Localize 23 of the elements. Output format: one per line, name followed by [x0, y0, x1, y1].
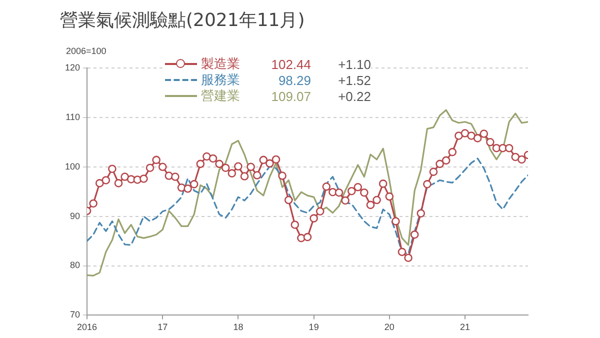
y-tick-label: 100	[64, 161, 80, 172]
y-tick-label: 70	[70, 310, 80, 320]
x-tick-label: 18	[233, 322, 244, 332]
annotation: 102.44	[270, 56, 311, 72]
y-tick-label: 90	[70, 210, 80, 221]
annotation: +1.10	[337, 56, 371, 72]
annotation: 98.29	[277, 72, 311, 88]
annotation: 109.07	[270, 88, 311, 104]
x-tick-label: 20	[384, 322, 394, 332]
y-tick-label: 120	[64, 62, 80, 72]
x-tick-label: 2016	[77, 322, 98, 332]
annotation: +1.52	[337, 72, 371, 88]
x-tick-label: 19	[308, 322, 319, 332]
annotation: +0.22	[337, 88, 371, 104]
legend-label: 營建業	[201, 87, 241, 105]
legend-label: 製造業	[201, 55, 241, 73]
x-tick-label: 17	[158, 322, 168, 332]
y-axis-title: 2006=100	[66, 46, 106, 56]
legend-label: 服務業	[201, 71, 241, 89]
y-tick-label: 110	[66, 112, 80, 122]
y-tick-label: 80	[70, 260, 80, 270]
chart-title: 營業氣候測驗點(2021年11月)	[60, 9, 305, 32]
x-tick-label: 21	[460, 322, 470, 332]
